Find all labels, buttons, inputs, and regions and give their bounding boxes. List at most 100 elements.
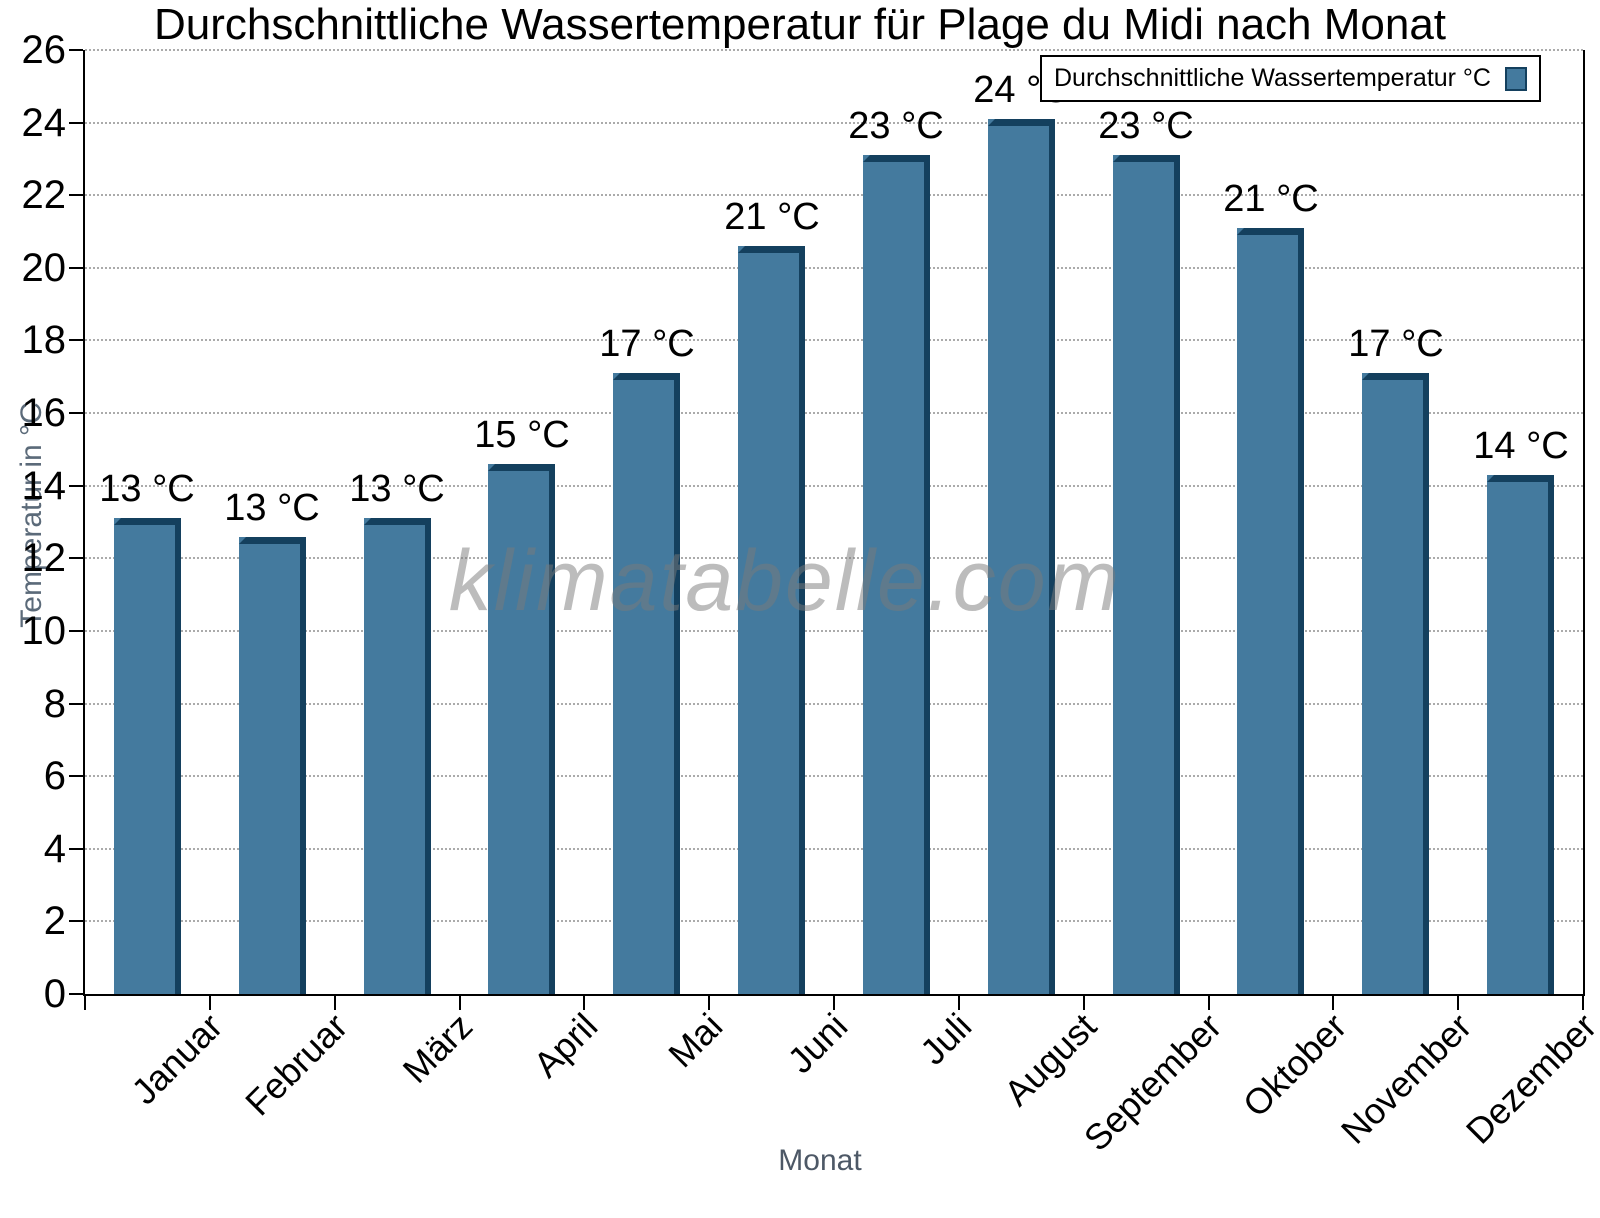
bar-august [988, 119, 1055, 994]
bar-value-label: 21 °C [1223, 178, 1319, 220]
y-axis-tick [69, 122, 83, 124]
bar-right-edge [1174, 161, 1180, 994]
watermark: klimatabelle.com [448, 533, 1122, 629]
bar-right-edge [175, 524, 181, 994]
legend-label: Durchschnittliche Wassertemperatur °C [1054, 64, 1491, 92]
y-tick-label: 2 [43, 899, 66, 943]
bar-right-edge [1423, 379, 1429, 994]
bar-top-edge [488, 464, 555, 471]
gridline [85, 485, 1583, 487]
bar-right-edge [425, 524, 431, 994]
y-axis-tick [69, 412, 83, 414]
x-axis-tick [334, 996, 336, 1010]
legend-swatch-icon [1505, 66, 1527, 91]
chart-title: Durchschnittliche Wassertemperatur für P… [153, 0, 1447, 49]
y-tick-label: 18 [21, 318, 67, 362]
bar-top-edge [988, 119, 1055, 126]
y-axis-tick [69, 339, 83, 341]
bar-right-edge [1548, 481, 1554, 994]
bar-value-label: 13 °C [349, 468, 445, 510]
bar-top-edge [863, 155, 930, 162]
y-tick-label: 6 [43, 754, 66, 798]
bar-mai [613, 373, 680, 994]
y-axis-tick [69, 557, 83, 559]
x-axis-tick [209, 996, 211, 1010]
bar-value-label: 21 °C [724, 196, 820, 238]
legend: Durchschnittliche Wassertemperatur °C [1040, 55, 1541, 102]
x-axis-tick [708, 996, 710, 1010]
gridline [85, 267, 1583, 269]
bar-right-edge [549, 470, 555, 994]
bar-top-edge [738, 246, 805, 253]
y-axis-tick [69, 630, 83, 632]
bar-top-edge [114, 518, 181, 525]
y-tick-label: 4 [43, 827, 66, 871]
x-axis-title: Monat [778, 1144, 862, 1177]
x-axis-tick [583, 996, 585, 1010]
y-axis-tick [69, 49, 83, 51]
bar-september [1113, 155, 1180, 994]
y-tick-label: 10 [21, 609, 67, 653]
bar-value-label: 23 °C [848, 105, 944, 147]
bar-right-edge [1298, 234, 1304, 994]
gridline [85, 630, 1583, 632]
gridline [85, 557, 1583, 559]
gridline [85, 49, 1583, 51]
bar-top-edge [1487, 475, 1554, 482]
bar-juni [738, 246, 805, 994]
bar-value-label: 17 °C [599, 323, 695, 365]
bar-top-edge [239, 537, 306, 544]
plot-right-border [1583, 50, 1585, 996]
bar-top-edge [1362, 373, 1429, 380]
bar-april [488, 464, 555, 994]
y-tick-label: 20 [21, 246, 67, 290]
bar-value-label: 15 °C [474, 414, 570, 456]
y-axis-tick [69, 703, 83, 705]
bar-oktober [1237, 228, 1304, 994]
bar-top-edge [364, 518, 431, 525]
y-tick-label: 8 [43, 682, 66, 726]
bar-top-edge [1113, 155, 1180, 162]
bar-value-label: 13 °C [224, 487, 320, 529]
gridline [85, 412, 1583, 414]
x-axis-tick [833, 996, 835, 1010]
y-axis-tick [69, 775, 83, 777]
gridline [85, 848, 1583, 850]
bar-value-label: 13 °C [99, 468, 195, 510]
bar-right-edge [799, 252, 805, 994]
y-tick-label: 12 [21, 536, 67, 580]
y-axis-tick [69, 993, 83, 995]
bar-dezember [1487, 475, 1554, 994]
x-axis-tick [1083, 996, 1085, 1010]
bar-right-edge [1049, 125, 1055, 994]
y-axis-tick [69, 267, 83, 269]
y-tick-label: 0 [43, 972, 66, 1016]
gridline [85, 339, 1583, 341]
bar-value-label: 14 °C [1473, 425, 1569, 467]
bar-februar [239, 537, 306, 994]
x-axis-tick [84, 996, 86, 1010]
bar-right-edge [924, 161, 930, 994]
y-tick-label: 22 [21, 173, 67, 217]
x-axis-tick [1582, 996, 1584, 1010]
x-axis-tick [958, 996, 960, 1010]
y-axis-tick [69, 194, 83, 196]
gridline [85, 194, 1583, 196]
gridline [85, 122, 1583, 124]
bar-right-edge [300, 543, 306, 994]
gridline [85, 920, 1583, 922]
bar-top-edge [1237, 228, 1304, 235]
x-axis-tick [1457, 996, 1459, 1010]
gridline [85, 775, 1583, 777]
y-tick-label: 14 [21, 464, 67, 508]
y-axis-line [83, 50, 85, 996]
bar-januar [114, 518, 181, 994]
bar-november [1362, 373, 1429, 994]
x-axis-line [83, 994, 1585, 996]
bar-value-label: 23 °C [1098, 105, 1194, 147]
y-tick-label: 26 [21, 28, 67, 72]
y-axis-tick [69, 848, 83, 850]
bar-value-label: 17 °C [1348, 323, 1444, 365]
x-axis-tick [1332, 996, 1334, 1010]
